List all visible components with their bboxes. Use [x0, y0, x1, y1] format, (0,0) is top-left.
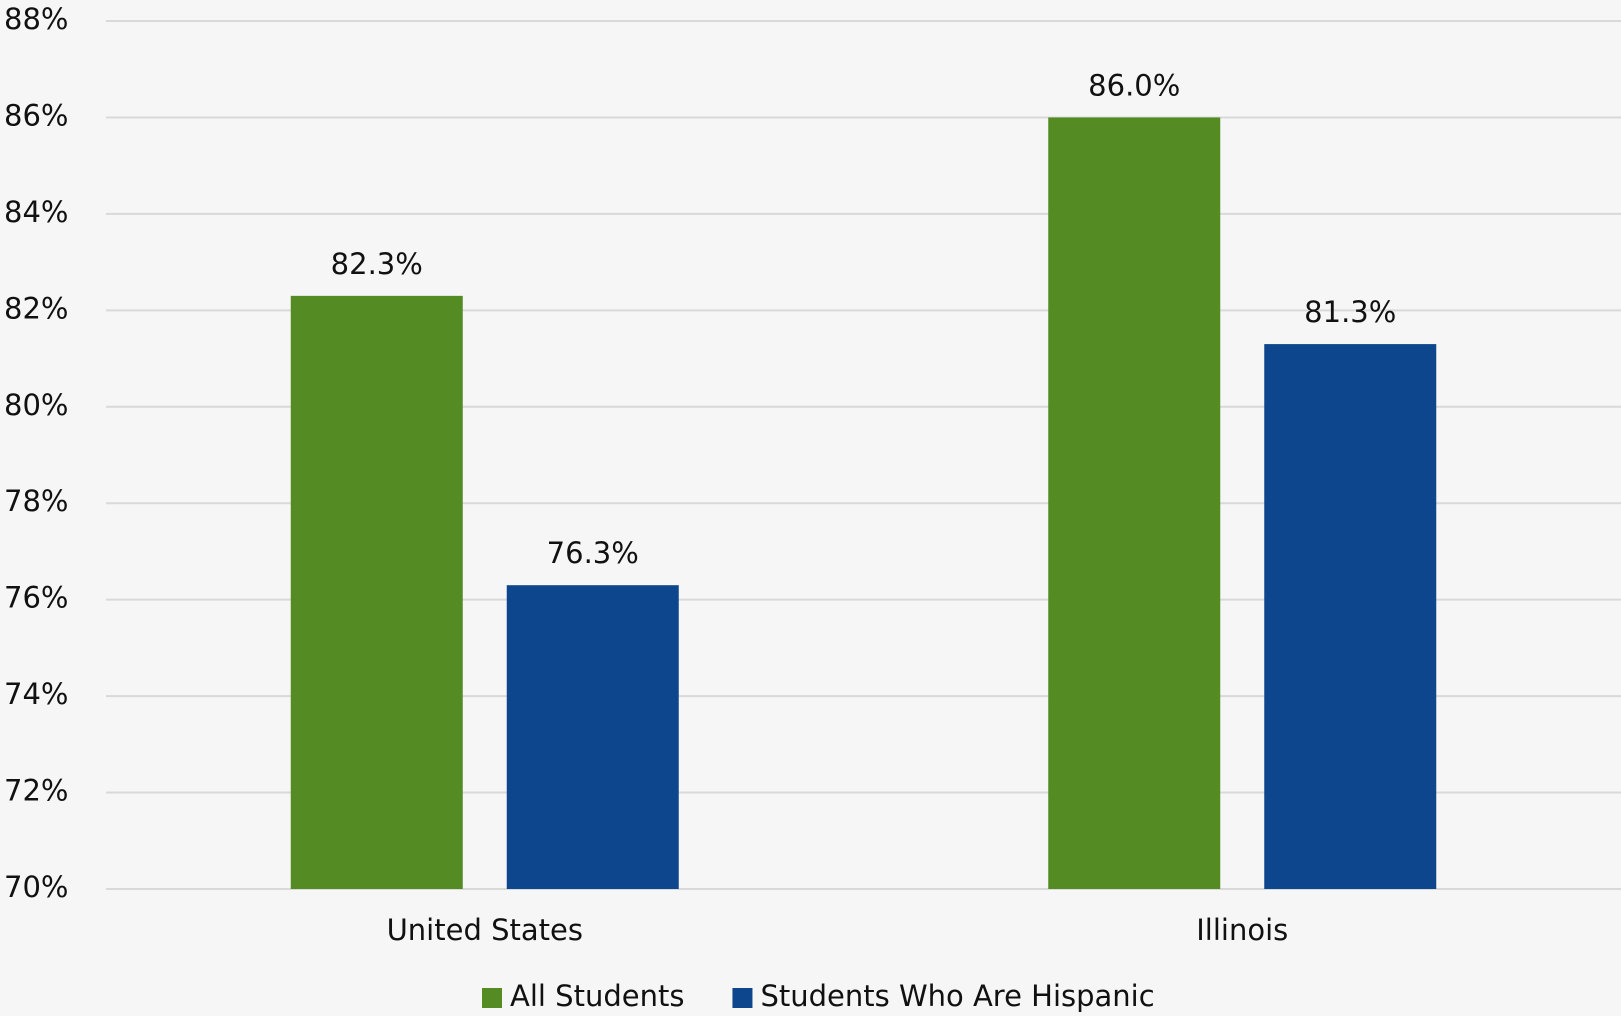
- y-tick-label: 74%: [4, 677, 68, 711]
- y-tick-label: 80%: [4, 388, 68, 422]
- y-tick-label: 86%: [4, 98, 68, 132]
- legend-label: Students Who Are Hispanic: [760, 979, 1154, 1013]
- y-tick-label: 82%: [4, 291, 68, 325]
- value-label: 81.3%: [1304, 295, 1396, 329]
- value-label: 76.3%: [547, 536, 639, 570]
- x-tick-label: United States: [387, 913, 583, 947]
- legend-label: All Students: [510, 979, 684, 1013]
- legend-swatch: [732, 988, 753, 1008]
- y-tick-label: 78%: [4, 484, 68, 518]
- y-tick-label: 76%: [4, 581, 68, 615]
- legend-swatch: [482, 988, 502, 1008]
- value-label: 82.3%: [331, 247, 423, 281]
- y-tick-label: 84%: [4, 195, 68, 229]
- y-tick-label: 72%: [4, 774, 68, 808]
- y-tick-label: 70%: [4, 870, 68, 904]
- bar: [506, 585, 679, 889]
- y-tick-label: 88%: [4, 2, 68, 36]
- x-tick-label: Illinois: [1196, 913, 1288, 947]
- bar: [1048, 117, 1221, 889]
- bar: [290, 295, 463, 889]
- bar: [1264, 344, 1437, 890]
- value-label: 86.0%: [1088, 68, 1180, 102]
